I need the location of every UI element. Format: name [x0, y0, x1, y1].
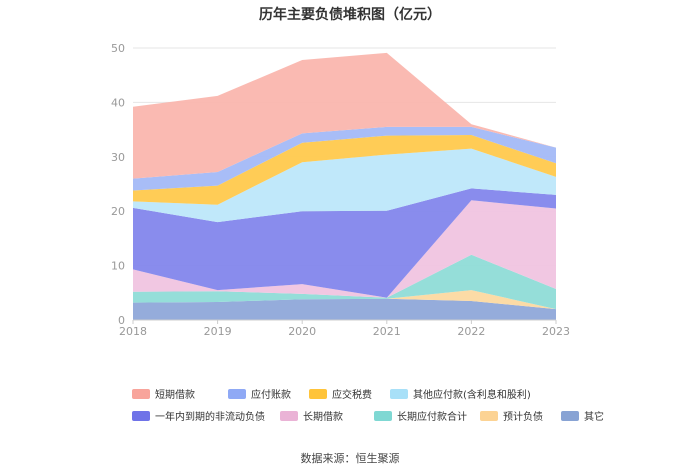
- legend-swatch: [309, 388, 327, 399]
- area-series: [133, 200, 556, 298]
- legend-row-1: 短期借款 应付账款 应交税费 其他应付款(含利息和股利): [132, 386, 592, 401]
- x-tick-label: 2018: [119, 325, 147, 338]
- area-series: [133, 126, 556, 191]
- legend-item-estimated-liabilities[interactable]: 预计负债: [480, 408, 561, 423]
- legend-swatch: [561, 410, 579, 421]
- legend-label: 长期应付款合计: [397, 412, 467, 423]
- legend-item-short-term-loans[interactable]: 短期借款: [132, 386, 228, 401]
- chart-title: 历年主要负债堆积图（亿元）: [259, 7, 441, 23]
- legend-label: 其他应付款(含利息和股利): [413, 390, 531, 401]
- stacked-area-chart: 0 10 20 30 40 50 2018 2019 2020 2021 2022 2023: [111, 42, 570, 338]
- area-series: [133, 148, 556, 223]
- y-tick-label: 50: [111, 42, 125, 55]
- area-series: [133, 298, 556, 320]
- x-tick-label: 2022: [457, 325, 485, 338]
- area-series: [133, 188, 556, 298]
- legend-item-other-payables[interactable]: 其他应付款(含利息和股利): [390, 386, 550, 401]
- area-series: [133, 290, 556, 310]
- x-tick-label: 2019: [204, 325, 232, 338]
- legend-row-2: 一年内到期的非流动负债 长期借款 长期应付款合计 预计负债 其它: [132, 408, 604, 423]
- y-tick-label: 10: [111, 260, 125, 273]
- legend-item-taxes-payable[interactable]: 应交税费: [309, 386, 390, 401]
- y-tick-label: 30: [111, 151, 125, 164]
- legend-swatch: [228, 388, 246, 399]
- legend-swatch: [132, 388, 150, 399]
- y-tick-label: 20: [111, 205, 125, 218]
- legend-swatch: [280, 410, 298, 421]
- legend-item-current-noncurrent-liabilities[interactable]: 一年内到期的非流动负债: [132, 408, 280, 423]
- legend-item-long-term-payables[interactable]: 长期应付款合计: [374, 408, 480, 423]
- legend-swatch: [480, 410, 498, 421]
- legend-swatch: [374, 410, 392, 421]
- area-series: [133, 135, 556, 205]
- legend-item-other[interactable]: 其它: [561, 408, 621, 423]
- x-tick-label: 2021: [373, 325, 401, 338]
- legend-swatch: [390, 388, 408, 399]
- legend-swatch: [132, 410, 150, 421]
- legend-label: 应交税费: [332, 390, 372, 401]
- x-tick-label: 2023: [542, 325, 570, 338]
- area-series: [133, 254, 556, 310]
- data-source: 数据来源：恒生聚源: [300, 452, 400, 465]
- legend-label: 其它: [584, 412, 604, 423]
- legend-label: 应付账款: [251, 390, 291, 401]
- legend-item-accounts-payable[interactable]: 应付账款: [228, 386, 309, 401]
- legend-label: 短期借款: [155, 390, 195, 401]
- legend-label: 长期借款: [303, 412, 343, 423]
- legend-item-long-term-loans[interactable]: 长期借款: [280, 408, 374, 423]
- x-tick-label: 2020: [288, 325, 316, 338]
- area-series: [133, 52, 556, 179]
- y-tick-label: 40: [111, 96, 125, 109]
- legend-label: 一年内到期的非流动负债: [155, 412, 265, 423]
- legend-label: 预计负债: [503, 412, 543, 423]
- y-tick-label: 0: [118, 314, 125, 327]
